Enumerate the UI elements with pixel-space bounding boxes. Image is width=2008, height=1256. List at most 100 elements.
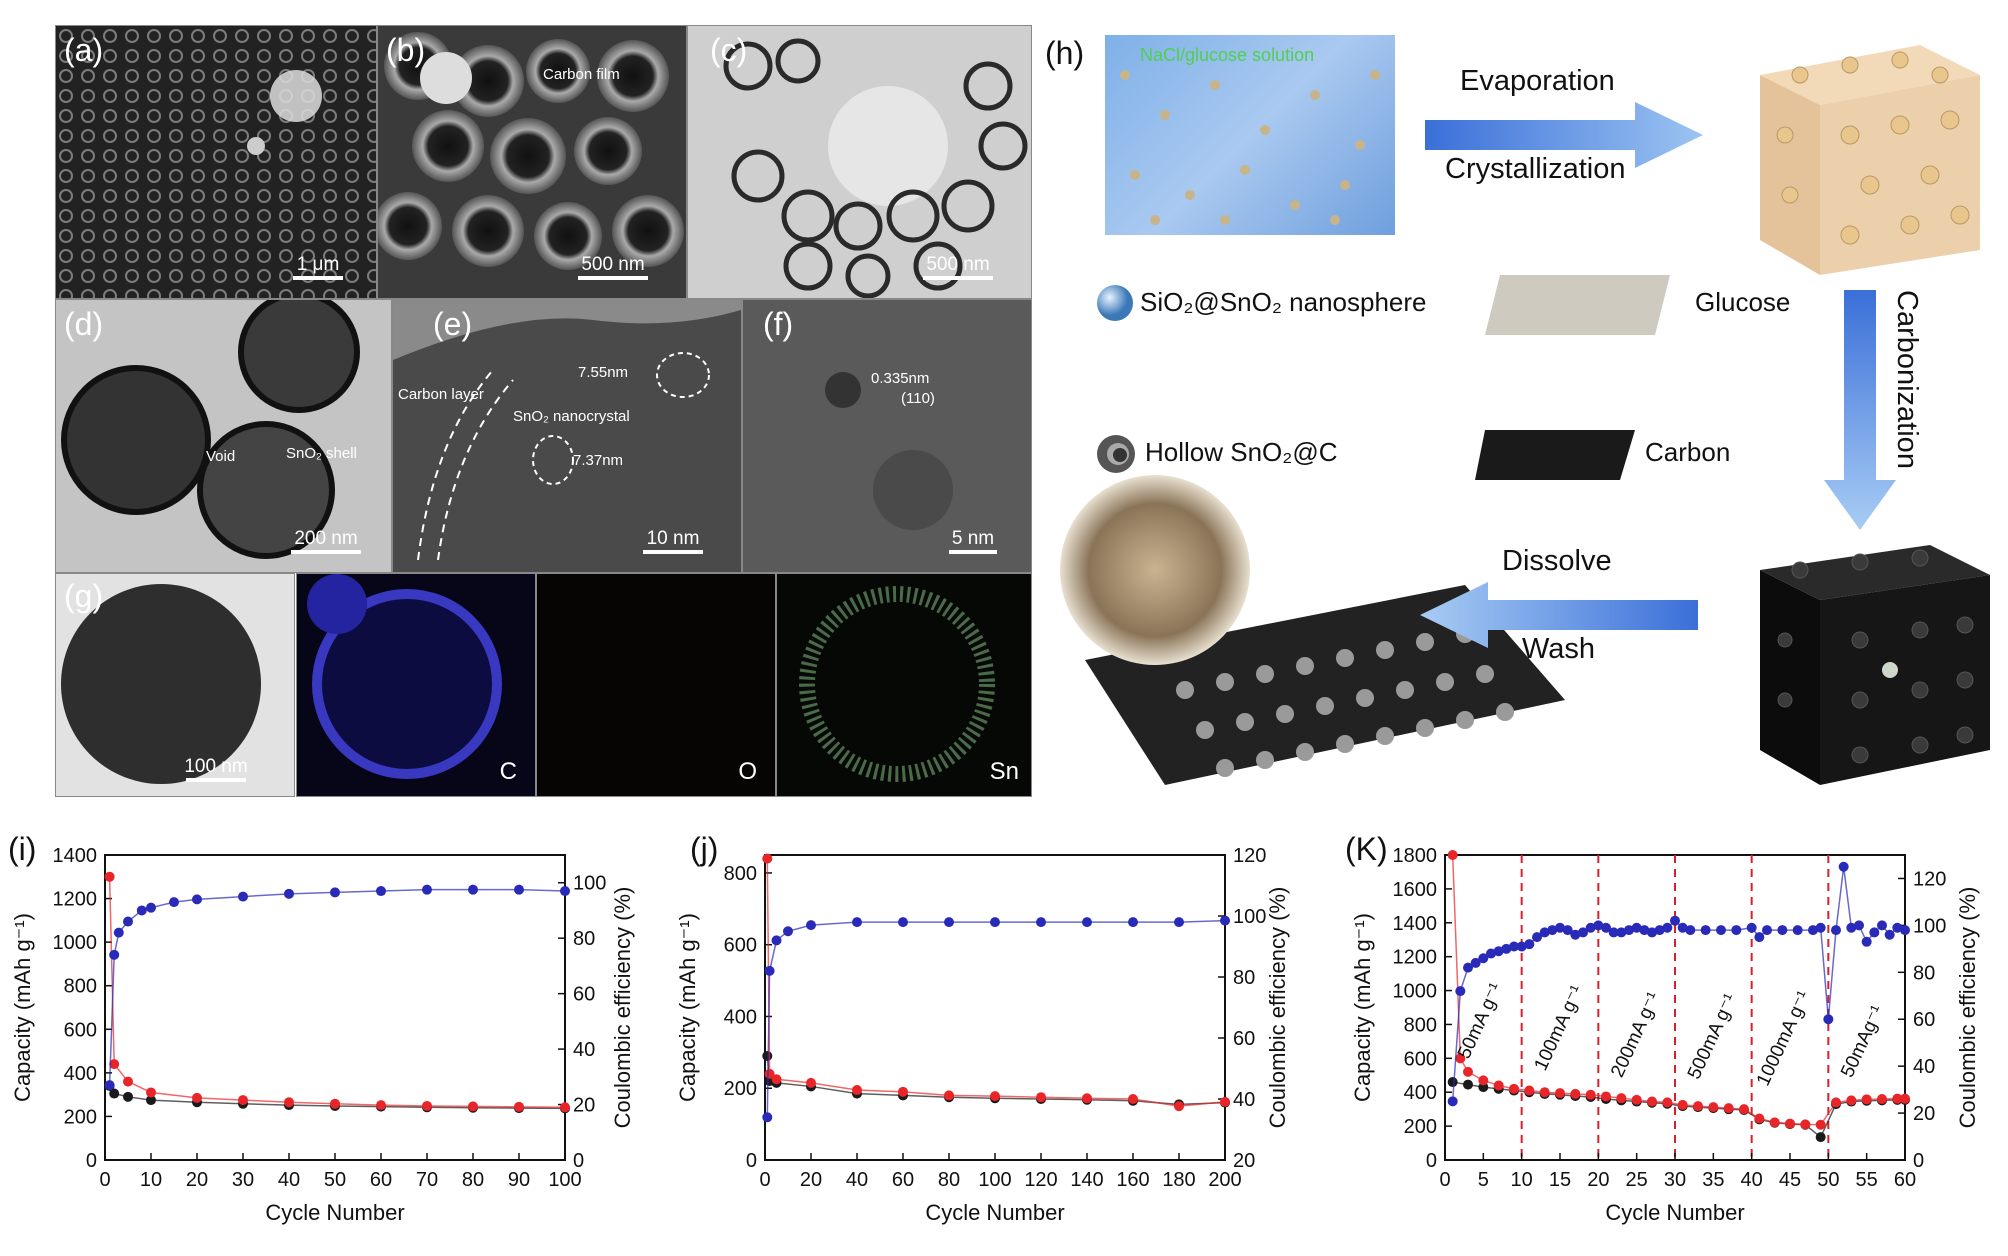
chart-k-data-point [1815,1119,1826,1130]
chart-k-x-tick-label: 35 [1702,1169,1724,1191]
scale-bar-e-text: 10 nm [646,528,700,549]
chart-j-x-tick-label: 20 [800,1169,822,1191]
chart-j-data-point [771,1074,782,1085]
chart-j-x-axis-label: Cycle Number [925,1200,1064,1225]
micrograph-a: (a) 1 μm [55,25,377,299]
chart-k-data-point [1900,925,1910,936]
chart-k-x-axis-label: Cycle Number [1605,1200,1744,1225]
micrograph-d: (d) Void SnO₂ shell 200 nm [55,299,392,573]
chart-i-x-tick-label: 100 [548,1169,581,1191]
chart-i-y-tick-label: 600 [64,1019,97,1041]
chart-k-data-point [1739,1104,1749,1115]
chart-k-series-line [1452,1081,1905,1139]
chart-j-y-axis-label: Capacity (mAh g⁻¹) [675,913,700,1102]
panel-label-b: (b) [386,32,426,68]
label-dissolve: Dissolve [1502,545,1612,577]
chart-k-data-point [1647,1096,1657,1107]
eds-label-sn: Sn [989,758,1019,785]
chart-i-data-point [146,1087,156,1098]
chart-k-x-tick-label: 5 [1478,1169,1489,1191]
label-evaporation: Evaporation [1460,65,1615,97]
chart-k-x-tick-label: 20 [1587,1169,1609,1191]
chart-k-data-point [1677,1099,1688,1110]
chart-k-data-point [1716,925,1726,936]
chart-i-x-tick-label: 50 [324,1169,346,1191]
legend-glucose: Glucose [1695,287,1791,317]
chart-k-data-point [1877,920,1887,931]
chart-k-y-tick-label: 800 [1404,1014,1437,1036]
chart-i-data-point [376,1100,386,1111]
chart-i-panel-label: (i) [8,831,36,867]
chart-k-y2-tick-label: 100 [1913,915,1946,937]
annotation-sno2-nanocrystal: SnO₂ nanocrystal [513,408,630,425]
chart-j-panel-label: (j) [690,831,718,867]
chart-i-data-point [422,884,432,895]
chart-i-x-axis-label: Cycle Number [265,1200,404,1225]
chart-j-data-point [1128,917,1138,928]
chart-k-data-point [1455,986,1466,997]
chart-j-data-point [1082,917,1092,928]
chart-k-data-point [1570,1088,1581,1099]
chart-k-data-point [1585,922,1596,933]
chart-j-y2-tick-label: 80 [1233,967,1255,989]
chart-j-y2-tick-label: 20 [1233,1150,1255,1172]
chart-k-data-point [1900,1093,1910,1104]
panel-label-e: (e) [433,306,473,342]
micrograph-a-texture [56,26,376,298]
chart-i-data-point [169,897,179,908]
chart-j-data-point [1220,1096,1230,1107]
chart-j-y-tick-label: 600 [724,935,757,957]
scale-bar-a-text: 1 μm [296,254,340,275]
micrograph-d-texture [56,300,391,572]
chart-k-data-point [1555,922,1565,933]
chart-k-y-tick-label: 1800 [1393,845,1438,867]
chart-k-data-point [1447,850,1458,860]
chart-k-data-point [1470,957,1481,968]
chart-k-data-point [1493,1080,1504,1091]
chart-k-y-axis-label: Capacity (mAh g⁻¹) [1350,913,1375,1102]
chart-k-y2-tick-label: 0 [1913,1150,1924,1172]
chart-i-data-point [109,949,120,960]
solution-label: NaCl/glucose solution [1140,45,1315,65]
chart-k-data-point [1516,941,1527,952]
micrograph-g: (g) 100 nm [55,573,295,797]
chart-k-data-point [1785,1118,1795,1129]
chart-j-y2-tick-label: 40 [1233,1089,1255,1111]
chart-k-data-point [1624,925,1634,936]
chart-k-y-tick-label: 400 [1404,1082,1437,1104]
annotation-carbon-film: Carbon film [543,66,620,83]
chart-j-data-point [1174,1101,1184,1112]
chart-k-data-point [1532,932,1542,943]
chart-k-data-point [1869,927,1880,938]
chart-j-y-tick-label: 800 [724,863,757,885]
chart-k-data-point [1792,925,1803,936]
chart-k-data-point [1478,1075,1489,1086]
chart-k-y2-tick-label: 80 [1913,962,1935,984]
chart-k-y2-tick-label: 20 [1913,1103,1935,1125]
chart-k-data-point [1877,1094,1887,1104]
chart-j-data-point [898,1086,908,1097]
chart-k-rate-label: 1000mA g⁻¹ [1753,988,1815,1089]
label-carbonization: Carbonization [1891,290,1923,469]
hollow-sphere-icon [1097,435,1135,473]
chart-k-data-point [1509,1083,1519,1094]
chart-k-x-tick-label: 10 [1511,1169,1533,1191]
chart-j-y2-tick-label: 120 [1233,845,1266,867]
chart-k-data-point [1639,925,1650,936]
chart-k-data-point [1685,925,1696,936]
chart-k-x-tick-label: 40 [1741,1169,1763,1191]
chart-k-data-point [1509,941,1519,952]
chart-j-data-point [898,917,908,928]
annotation-carbon-layer: Carbon layer [398,386,484,403]
panel-label-h: (h) [1045,35,1085,71]
chart-j-series-line [766,919,1226,1118]
chart-k-y2-tick-label: 120 [1913,868,1946,890]
chart-k-series-line [1451,854,1905,1126]
chart-j-data-point [1174,917,1184,928]
chart-j-x-tick-label: 160 [1116,1169,1149,1191]
chart-i-data-point [468,1101,478,1112]
chart-k-data-point [1593,920,1604,931]
label-wash: Wash [1522,633,1596,665]
chart-i-data-point [192,1092,202,1103]
chart-k-data-point [1838,861,1849,872]
